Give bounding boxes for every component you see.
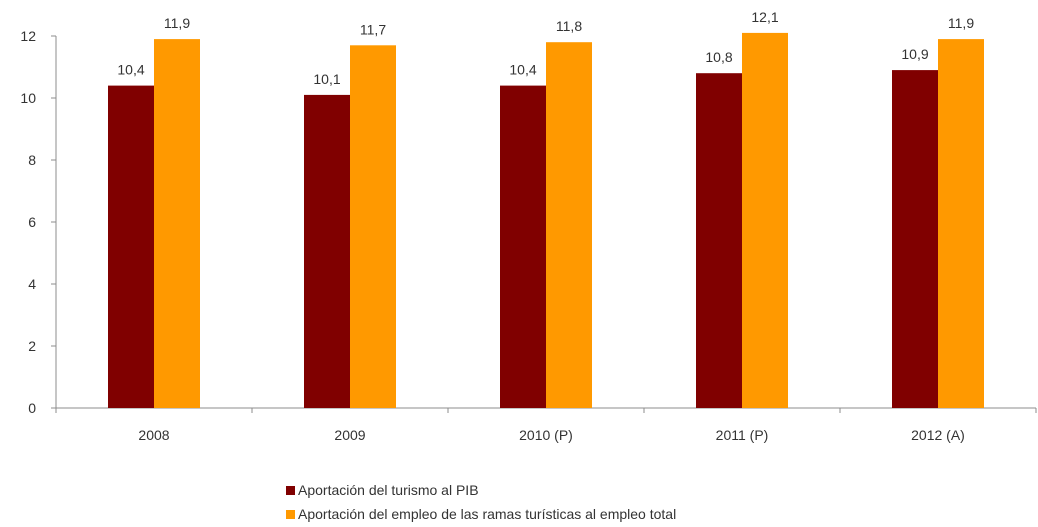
y-tick-label: 10 [20, 90, 36, 106]
data-label: 10,4 [117, 62, 144, 78]
legend-label-empleo: Aportación del empleo de las ramas turís… [298, 506, 677, 522]
legend-item-pib: Aportación del turismo al PIB [286, 478, 676, 502]
bar-empleo [154, 39, 200, 408]
x-category-label: 2011 (P) [716, 427, 769, 443]
bar-empleo [742, 32, 788, 409]
bar-empleo [938, 39, 984, 408]
legend-item-empleo: Aportación del empleo de las ramas turís… [286, 502, 676, 526]
y-tick-label: 2 [28, 338, 36, 354]
legend: Aportación del turismo al PIB Aportación… [286, 478, 676, 526]
x-category-label: 2008 [138, 427, 169, 443]
legend-swatch-empleo [286, 509, 295, 519]
y-tick-label: 8 [28, 152, 36, 168]
legend-label-pib: Aportación del turismo al PIB [298, 482, 479, 498]
data-label: 10,1 [313, 71, 340, 87]
data-label: 11,8 [556, 18, 582, 34]
data-label: 10,9 [901, 46, 928, 62]
y-axis-ticks: 0 2 4 6 8 10 12 [20, 28, 56, 416]
data-label: 11,9 [948, 15, 974, 31]
x-category-label: 2010 (P) [519, 427, 573, 443]
y-tick-label: 4 [28, 276, 36, 292]
data-label: 10,8 [705, 49, 732, 65]
bar-pib [696, 73, 742, 408]
bars [108, 32, 984, 409]
y-tick-label: 12 [20, 28, 36, 44]
data-label: 10,4 [509, 62, 536, 78]
y-tick-label: 0 [28, 400, 36, 416]
bar-pib [500, 85, 546, 408]
x-axis-ticks: 2008 2009 2010 (P) 2011 (P) 2012 (A) [55, 408, 1037, 443]
y-tick-label: 6 [28, 214, 36, 230]
bar-pib [304, 94, 350, 409]
bar-empleo [546, 42, 592, 408]
data-label: 11,7 [360, 21, 386, 37]
data-label: 12,1 [751, 9, 778, 25]
data-labels: 10,4 11,9 10,1 11,7 10,4 11,8 10,8 12,1 10,9 11,9 [117, 9, 974, 87]
bar-pib [108, 85, 154, 408]
legend-swatch-pib [286, 485, 295, 495]
data-label: 11,9 [164, 15, 190, 31]
x-category-label: 2009 [334, 427, 365, 443]
bar-pib [892, 70, 938, 408]
bar-empleo [350, 45, 396, 409]
x-category-label: 2012 (A) [911, 427, 965, 443]
